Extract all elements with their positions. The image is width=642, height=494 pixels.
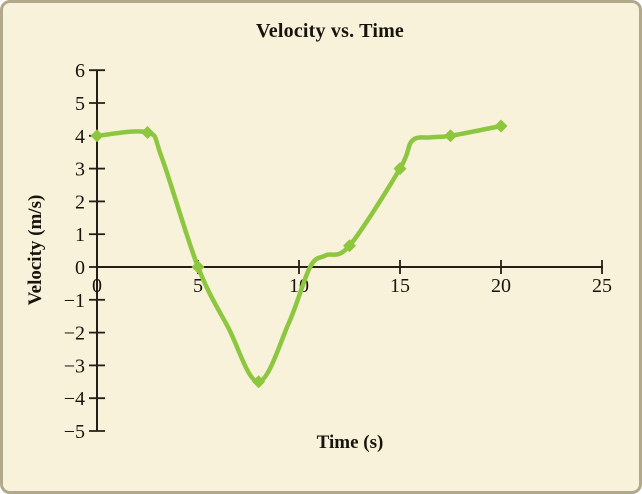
x-tick-label: 0 <box>92 275 102 297</box>
y-tick-label: 4 <box>75 126 85 148</box>
y-tick-label: −2 <box>64 323 85 345</box>
y-tick-label: −1 <box>64 290 85 312</box>
x-axis-title: Time (s) <box>316 432 384 453</box>
x-tick-label: 5 <box>193 275 203 297</box>
y-tick-label: −4 <box>64 388 85 410</box>
data-point-marker <box>494 119 508 133</box>
data-point-marker <box>140 125 155 140</box>
y-tick-label: 2 <box>75 191 85 213</box>
chart-title: Velocity vs. Time <box>255 20 405 42</box>
data-point-marker <box>191 260 205 274</box>
y-tick-label: 3 <box>75 159 85 181</box>
data-point-marker <box>393 162 407 176</box>
data-point-marker <box>90 129 104 143</box>
y-tick-label: 0 <box>75 257 85 279</box>
data-point-marker <box>252 375 266 389</box>
y-tick-label: 5 <box>75 93 85 115</box>
data-point-marker <box>342 239 357 253</box>
y-axis-title: Velocity (m/s) <box>25 194 46 306</box>
y-tick-label: −3 <box>64 355 85 377</box>
y-tick-label: 6 <box>75 60 85 82</box>
y-tick-label: 1 <box>75 224 85 246</box>
y-tick-label: −5 <box>64 421 85 443</box>
x-tick-label: 25 <box>592 275 612 297</box>
x-tick-label: 20 <box>491 275 511 297</box>
velocity-curve <box>94 123 504 385</box>
x-tick-label: 15 <box>390 275 410 297</box>
data-point-marker <box>443 129 458 143</box>
